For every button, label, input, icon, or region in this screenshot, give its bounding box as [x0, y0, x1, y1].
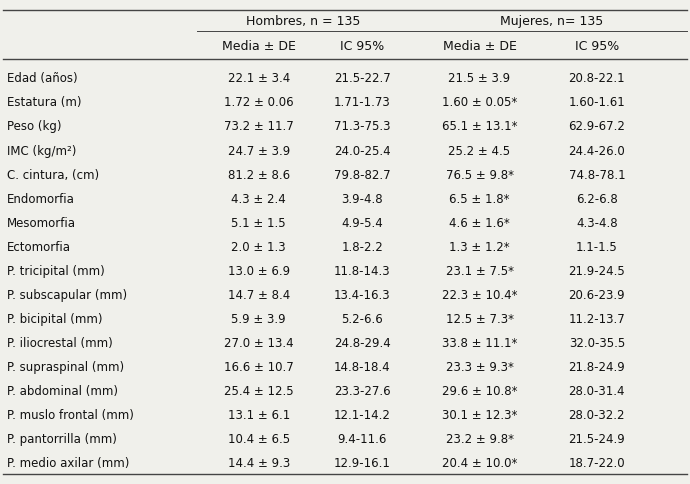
Text: 1.60 ± 0.05*: 1.60 ± 0.05*	[442, 96, 518, 109]
Text: 28.0-32.2: 28.0-32.2	[569, 408, 625, 421]
Text: 62.9-67.2: 62.9-67.2	[569, 120, 625, 133]
Text: 6.2-6.8: 6.2-6.8	[576, 192, 618, 205]
Text: 33.8 ± 11.1*: 33.8 ± 11.1*	[442, 336, 518, 349]
Text: Mesomorfia: Mesomorfia	[7, 216, 76, 229]
Text: P. iliocrestal (mm): P. iliocrestal (mm)	[7, 336, 112, 349]
Text: 12.5 ± 7.3*: 12.5 ± 7.3*	[446, 312, 513, 325]
Text: 21.5 ± 3.9: 21.5 ± 3.9	[448, 72, 511, 85]
Text: 21.5-24.9: 21.5-24.9	[569, 432, 625, 445]
Text: P. tricipital (mm): P. tricipital (mm)	[7, 264, 105, 277]
Text: 4.9-5.4: 4.9-5.4	[342, 216, 383, 229]
Text: 6.5 ± 1.8*: 6.5 ± 1.8*	[449, 192, 510, 205]
Text: 76.5 ± 9.8*: 76.5 ± 9.8*	[446, 168, 513, 181]
Text: Endomorfia: Endomorfia	[7, 192, 75, 205]
Text: 21.5-22.7: 21.5-22.7	[334, 72, 391, 85]
Text: 12.1-14.2: 12.1-14.2	[334, 408, 391, 421]
Text: 24.0-25.4: 24.0-25.4	[334, 144, 391, 157]
Text: 10.4 ± 6.5: 10.4 ± 6.5	[228, 432, 290, 445]
Text: 9.4-11.6: 9.4-11.6	[337, 432, 387, 445]
Text: 22.1 ± 3.4: 22.1 ± 3.4	[228, 72, 290, 85]
Text: 21.9-24.5: 21.9-24.5	[569, 264, 625, 277]
Text: 1.71-1.73: 1.71-1.73	[334, 96, 391, 109]
Text: 4.6 ± 1.6*: 4.6 ± 1.6*	[449, 216, 510, 229]
Text: 5.1 ± 1.5: 5.1 ± 1.5	[231, 216, 286, 229]
Text: 18.7-22.0: 18.7-22.0	[569, 456, 625, 469]
Text: 30.1 ± 12.3*: 30.1 ± 12.3*	[442, 408, 518, 421]
Text: 13.1 ± 6.1: 13.1 ± 6.1	[228, 408, 290, 421]
Text: 23.3-27.6: 23.3-27.6	[334, 384, 391, 397]
Text: Peso (kg): Peso (kg)	[7, 120, 61, 133]
Text: 1.72 ± 0.06: 1.72 ± 0.06	[224, 96, 293, 109]
Text: 1.8-2.2: 1.8-2.2	[342, 240, 383, 253]
Text: 27.0 ± 13.4: 27.0 ± 13.4	[224, 336, 293, 349]
Text: 20.8-22.1: 20.8-22.1	[569, 72, 625, 85]
Text: P. muslo frontal (mm): P. muslo frontal (mm)	[7, 408, 134, 421]
Text: 23.3 ± 9.3*: 23.3 ± 9.3*	[446, 360, 513, 373]
Text: 3.9-4.8: 3.9-4.8	[342, 192, 383, 205]
Text: 65.1 ± 13.1*: 65.1 ± 13.1*	[442, 120, 518, 133]
Text: 74.8-78.1: 74.8-78.1	[569, 168, 625, 181]
Text: P. bicipital (mm): P. bicipital (mm)	[7, 312, 102, 325]
Text: 11.2-13.7: 11.2-13.7	[569, 312, 625, 325]
Text: 20.4 ± 10.0*: 20.4 ± 10.0*	[442, 456, 518, 469]
Text: 25.4 ± 12.5: 25.4 ± 12.5	[224, 384, 293, 397]
Text: 24.7 ± 3.9: 24.7 ± 3.9	[228, 144, 290, 157]
Text: 32.0-35.5: 32.0-35.5	[569, 336, 625, 349]
Text: 25.2 ± 4.5: 25.2 ± 4.5	[448, 144, 511, 157]
Text: C. cintura, (cm): C. cintura, (cm)	[7, 168, 99, 181]
Text: 71.3-75.3: 71.3-75.3	[334, 120, 391, 133]
Text: 4.3-4.8: 4.3-4.8	[576, 216, 618, 229]
Text: 13.4-16.3: 13.4-16.3	[334, 288, 391, 301]
Text: 24.4-26.0: 24.4-26.0	[569, 144, 625, 157]
Text: 11.8-14.3: 11.8-14.3	[334, 264, 391, 277]
Text: P. supraspinal (mm): P. supraspinal (mm)	[7, 360, 124, 373]
Text: 24.8-29.4: 24.8-29.4	[334, 336, 391, 349]
Text: Estatura (m): Estatura (m)	[7, 96, 81, 109]
Text: 29.6 ± 10.8*: 29.6 ± 10.8*	[442, 384, 518, 397]
Text: 2.0 ± 1.3: 2.0 ± 1.3	[231, 240, 286, 253]
Text: 28.0-31.4: 28.0-31.4	[569, 384, 625, 397]
Text: Mujeres, n= 135: Mujeres, n= 135	[500, 15, 604, 28]
Text: 14.8-18.4: 14.8-18.4	[334, 360, 391, 373]
Text: Edad (años): Edad (años)	[7, 72, 77, 85]
Text: 73.2 ± 11.7: 73.2 ± 11.7	[224, 120, 294, 133]
Text: IC 95%: IC 95%	[575, 40, 619, 52]
Text: 20.6-23.9: 20.6-23.9	[569, 288, 625, 301]
Text: 14.4 ± 9.3: 14.4 ± 9.3	[228, 456, 290, 469]
Text: P. medio axilar (mm): P. medio axilar (mm)	[7, 456, 129, 469]
Text: 5.9 ± 3.9: 5.9 ± 3.9	[231, 312, 286, 325]
Text: IMC (kg/m²): IMC (kg/m²)	[7, 144, 77, 157]
Text: 5.2-6.6: 5.2-6.6	[342, 312, 383, 325]
Text: P. pantorrilla (mm): P. pantorrilla (mm)	[7, 432, 117, 445]
Text: 1.1-1.5: 1.1-1.5	[576, 240, 618, 253]
Text: IC 95%: IC 95%	[340, 40, 384, 52]
Text: P. subscapular (mm): P. subscapular (mm)	[7, 288, 127, 301]
Text: 81.2 ± 8.6: 81.2 ± 8.6	[228, 168, 290, 181]
Text: 22.3 ± 10.4*: 22.3 ± 10.4*	[442, 288, 518, 301]
Text: 23.2 ± 9.8*: 23.2 ± 9.8*	[446, 432, 513, 445]
Text: 1.60-1.61: 1.60-1.61	[569, 96, 625, 109]
Text: 4.3 ± 2.4: 4.3 ± 2.4	[231, 192, 286, 205]
Text: 21.8-24.9: 21.8-24.9	[569, 360, 625, 373]
Text: 23.1 ± 7.5*: 23.1 ± 7.5*	[446, 264, 513, 277]
Text: P. abdominal (mm): P. abdominal (mm)	[7, 384, 118, 397]
Text: 1.3 ± 1.2*: 1.3 ± 1.2*	[449, 240, 510, 253]
Text: Media ± DE: Media ± DE	[221, 40, 296, 52]
Text: Ectomorfia: Ectomorfia	[7, 240, 71, 253]
Text: 14.7 ± 8.4: 14.7 ± 8.4	[228, 288, 290, 301]
Text: Media ± DE: Media ± DE	[442, 40, 517, 52]
Text: 12.9-16.1: 12.9-16.1	[334, 456, 391, 469]
Text: 13.0 ± 6.9: 13.0 ± 6.9	[228, 264, 290, 277]
Text: 16.6 ± 10.7: 16.6 ± 10.7	[224, 360, 294, 373]
Text: Hombres, n = 135: Hombres, n = 135	[246, 15, 361, 28]
Text: 79.8-82.7: 79.8-82.7	[334, 168, 391, 181]
